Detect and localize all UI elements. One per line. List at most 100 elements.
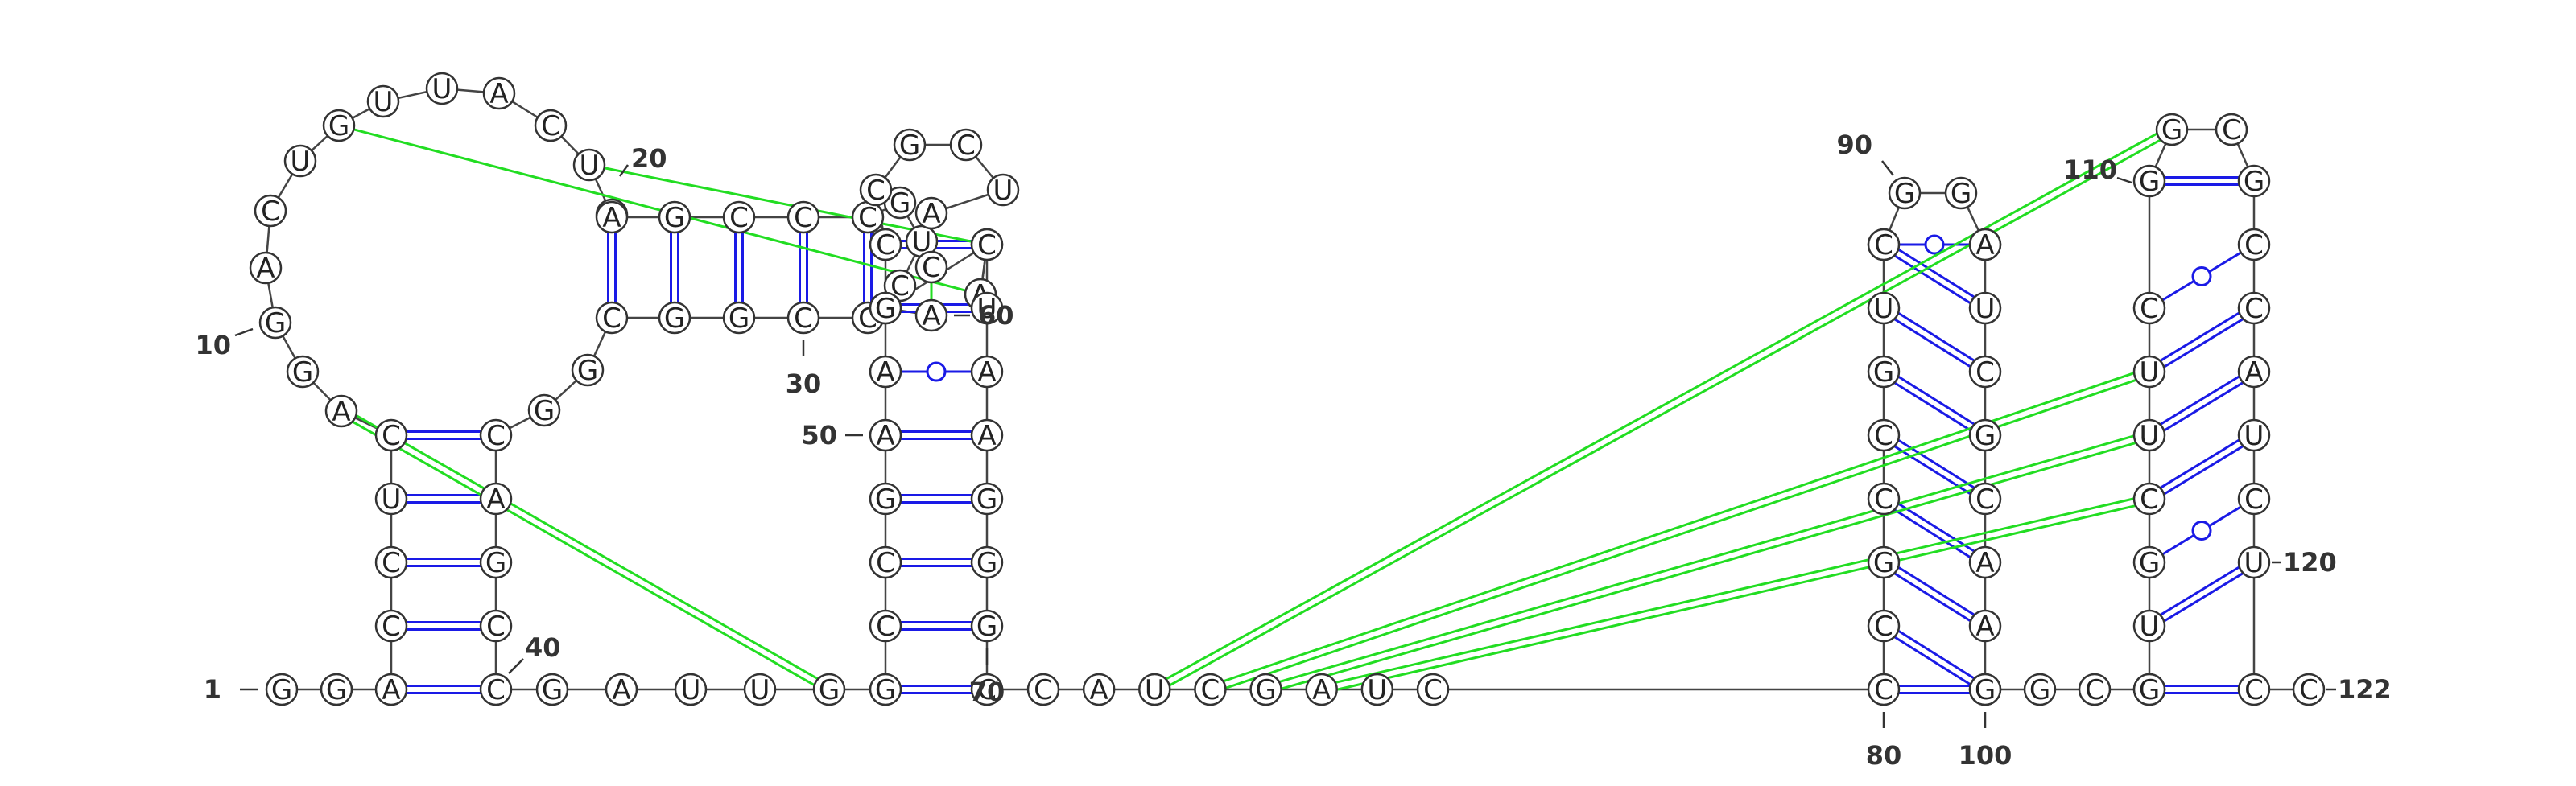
- nucleotide-letter: U: [681, 674, 701, 706]
- nucleotide: C: [851, 200, 885, 234]
- pseudoknot-line: [355, 414, 819, 680]
- nucleotide: C: [2292, 673, 2326, 706]
- nucleotide: C: [869, 228, 902, 261]
- nucleotide-letter: U: [374, 86, 394, 118]
- nucleotide-letter: G: [326, 674, 347, 706]
- nucleotide-circle: [2132, 418, 2166, 452]
- nucleotide-circle: [572, 148, 606, 182]
- position-label: 122: [2338, 674, 2392, 705]
- nucleotide: G: [1867, 355, 1901, 389]
- nucleotide-circle: [970, 355, 1004, 389]
- nucleotide-circle: [1867, 418, 1901, 452]
- base-pair-line: [1893, 508, 1971, 558]
- nucleotide-letter: U: [432, 73, 452, 105]
- position-number: 80: [1866, 712, 1901, 771]
- nucleotide: G: [869, 291, 902, 325]
- pseudoknot-line: [352, 421, 815, 686]
- nucleotide-letter: C: [2244, 293, 2264, 325]
- nucleotide-circle: [1968, 418, 2002, 452]
- position-number: 120: [2272, 547, 2337, 578]
- position-number: 30: [786, 340, 822, 399]
- nucleotide-letter: G: [976, 547, 997, 579]
- nucleotide-circle: [2237, 673, 2271, 706]
- nucleotide: G: [2023, 673, 2057, 706]
- nucleotide-circle: [479, 418, 513, 452]
- nucleotide-circle: [2237, 291, 2271, 325]
- nucleotide: C: [914, 250, 948, 284]
- nucleotide: C: [1867, 673, 1901, 706]
- nucleotide-circle: [1867, 291, 1901, 325]
- nucleotide: C: [1968, 482, 2002, 516]
- position-label: 30: [786, 368, 822, 399]
- nucleotide-circle: [1867, 355, 1901, 389]
- nucleotide: A: [1968, 545, 2002, 579]
- nucleotide-circle: [2078, 673, 2112, 706]
- nucleotide-letter: C: [486, 611, 506, 643]
- base-pair-line: [1897, 566, 1975, 616]
- nucleotide: C: [2215, 113, 2248, 146]
- pseudoknot-line: [1225, 378, 2136, 689]
- nucleotide-circle: [534, 109, 568, 142]
- base-pair-line: [1893, 318, 1971, 368]
- nucleotide-circle: [1416, 673, 1450, 706]
- nucleotide-circle: [1944, 176, 1978, 210]
- nucleotide-circle: [320, 673, 353, 706]
- nucleotide-letter: C: [876, 547, 895, 579]
- nucleotide-circle: [2237, 545, 2271, 579]
- base-pair-line: [2163, 445, 2244, 496]
- nucleotide-circle: [595, 301, 629, 335]
- nucleotide-letter: C: [2244, 484, 2264, 516]
- nucleotide-circle: [949, 128, 983, 162]
- nucleotide-circle: [869, 482, 902, 516]
- base-pair-line: [1893, 381, 1971, 431]
- position-label: 70: [969, 677, 1005, 707]
- nucleotide-letter: C: [541, 110, 560, 142]
- nucleotide-letter: G: [1873, 356, 1894, 389]
- nucleotide-circle: [265, 673, 299, 706]
- nucleotide-letter: C: [977, 229, 997, 261]
- nucleotide-circle: [1968, 545, 2002, 579]
- nucleotide-letter: A: [489, 78, 508, 110]
- nucleotide: A: [914, 196, 948, 230]
- nucleotide-letter: C: [2244, 229, 2264, 261]
- nucleotide-circle: [2132, 673, 2166, 706]
- nucleotide-letter: G: [2161, 114, 2182, 146]
- nucleotide: C: [595, 301, 629, 335]
- nucleotide-letter: A: [876, 356, 894, 389]
- nucleotide: G: [535, 673, 569, 706]
- pseudoknot-line: [604, 167, 972, 243]
- nucleotide: G: [970, 609, 1004, 643]
- nucleotide-circle: [1305, 673, 1338, 706]
- nucleotide: A: [1305, 673, 1338, 706]
- nucleotide: U: [970, 291, 1004, 325]
- nucleotide: G: [1249, 673, 1282, 706]
- nucleotide: G: [2155, 113, 2189, 146]
- nucleotide-circle: [425, 72, 459, 105]
- nucleotide-letter: U: [291, 146, 311, 178]
- nucleotide-circle: [1867, 673, 1901, 706]
- nucleotide: C: [949, 128, 983, 162]
- position-number: 70: [969, 648, 1005, 707]
- base-pair-line: [2163, 381, 2244, 432]
- nucleotide-letter: G: [1975, 674, 1996, 706]
- nucleotide-letter: U: [580, 150, 600, 182]
- nucleotide-letter: G: [328, 110, 349, 142]
- nucleotide-letter: C: [2140, 484, 2159, 516]
- nucleotide-letter: G: [577, 355, 598, 387]
- nucleotide-circle: [535, 673, 569, 706]
- base-pair-line: [1897, 376, 1975, 426]
- nucleotide: U: [2237, 418, 2271, 452]
- nucleotide-circle: [1968, 673, 2002, 706]
- nucleotide-letter: A: [486, 484, 505, 516]
- position-label: 50: [801, 420, 837, 451]
- nucleotide: C: [2237, 482, 2271, 516]
- position-number: 122: [2326, 674, 2392, 705]
- nucleotide-circle: [482, 76, 516, 110]
- nucleotide: A: [970, 418, 1004, 452]
- nucleotide-letter: A: [922, 198, 940, 230]
- nucleotide-letter: G: [976, 484, 997, 516]
- nucleotide-letter: C: [794, 302, 813, 335]
- nucleotide-letter: C: [858, 202, 877, 234]
- nucleotide-letter: U: [2140, 611, 2160, 643]
